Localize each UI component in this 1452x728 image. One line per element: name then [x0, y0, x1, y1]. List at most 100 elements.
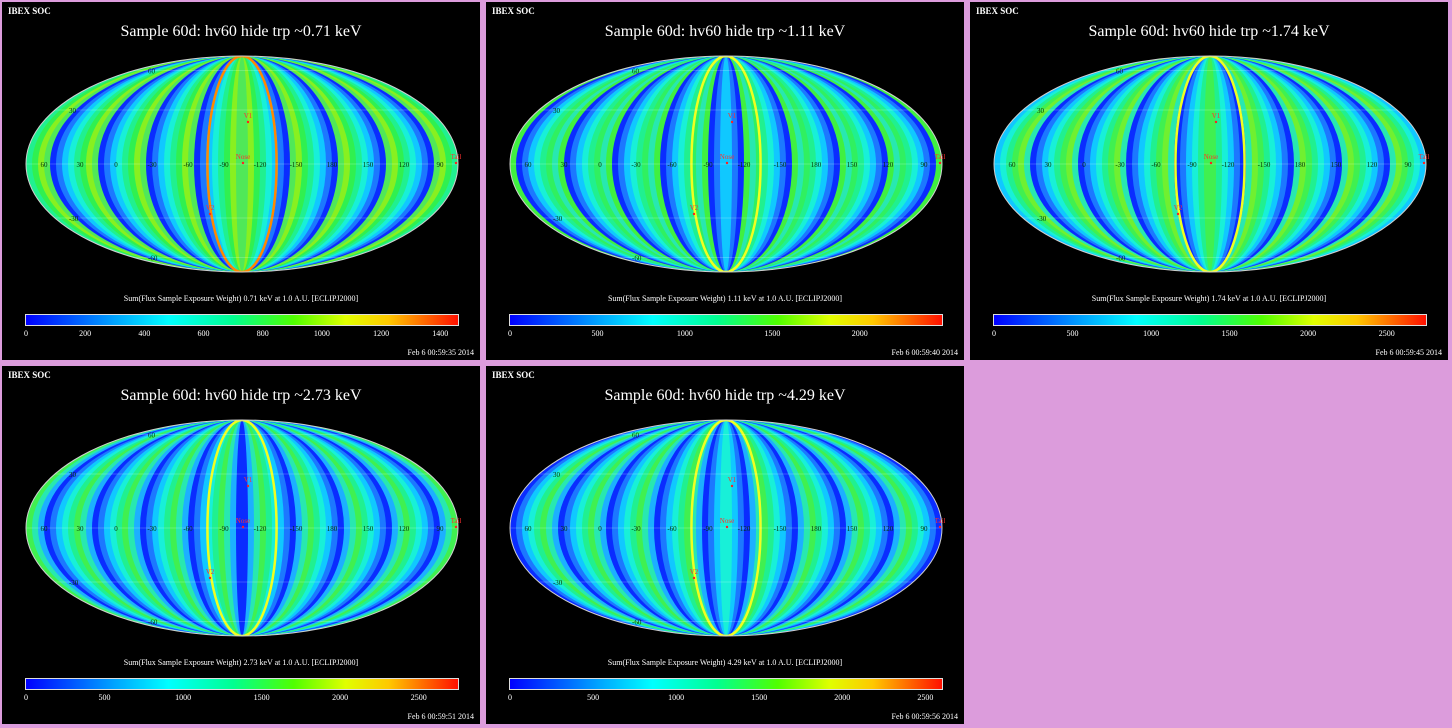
colorbar-tick-label: 500 [98, 693, 111, 702]
tail-marker-label: Tail [451, 153, 462, 161]
nose-marker-label: Nose [236, 517, 250, 525]
colorbar-tick-label: 0 [992, 329, 996, 338]
lat-tick-label: 30 [1037, 107, 1045, 115]
ibex-soc-label: IBEX SOC [492, 6, 535, 16]
panel-title: Sample 60d: hv60 hide trp ~4.29 keV [604, 387, 846, 404]
lon-tick-label: 90 [1405, 161, 1413, 169]
mollweide-sky-map: 60 30 0 -30 -60 -90 -120 -150 180 150 120 90 60 30 -30… [509, 419, 945, 637]
timestamp: Feb 6 00:59:56 2014 [891, 712, 958, 721]
tail-marker-label: Tail [1419, 153, 1430, 161]
sky-map-panel-4: IBEX SOC Sample 60d: hv60 hide trp ~2.73… [2, 366, 480, 724]
lat-tick-label: -60 [632, 619, 642, 627]
lon-tick-label: -60 [667, 525, 677, 533]
colorbar-tick-label: 1200 [373, 329, 390, 338]
lon-tick-label: 120 [883, 161, 894, 169]
lon-tick-label: 90 [921, 161, 929, 169]
colorbar-ticks: 0 200 400 600 800 1000 1200 1400 [24, 329, 458, 341]
ibex-soc-label: IBEX SOC [8, 6, 51, 16]
lon-tick-label: 60 [1009, 161, 1017, 169]
lon-tick-label: 180 [811, 161, 822, 169]
colorbar-tick-label: 2500 [1378, 329, 1395, 338]
lat-tick-label: 60 [632, 431, 640, 439]
colorbar-tick-label: 1000 [668, 693, 685, 702]
colorbar-tick-label: 400 [138, 329, 151, 338]
lon-tick-label: 30 [561, 161, 569, 169]
lat-tick-label: 30 [553, 107, 561, 115]
lon-tick-label: 120 [399, 525, 410, 533]
v2-marker-label: V2 [690, 568, 699, 576]
lon-tick-label: 150 [363, 161, 374, 169]
colorbar [25, 314, 459, 326]
lon-tick-label: 90 [921, 525, 929, 533]
colorbar [509, 314, 943, 326]
colorbar-tick-label: 1400 [432, 329, 449, 338]
lat-tick-label: -30 [553, 579, 563, 587]
colorbar-ticks: 0 500 1000 1500 2000 2500 [992, 329, 1426, 341]
lon-tick-label: 30 [77, 525, 85, 533]
lon-tick-label: -60 [183, 525, 193, 533]
lon-tick-label: 120 [1367, 161, 1378, 169]
sky-map-panel-3: IBEX SOC Sample 60d: hv60 hide trp ~1.74… [970, 2, 1448, 360]
lat-tick-label: -60 [632, 255, 642, 263]
lon-tick-label: 150 [847, 161, 858, 169]
colorbar-ticks: 0 500 1000 1500 2000 2500 [24, 693, 458, 705]
lon-tick-label: 0 [598, 525, 602, 533]
tail-marker-label: Tail [451, 517, 462, 525]
lon-tick-label: -30 [631, 525, 641, 533]
lon-tick-label: 60 [525, 525, 533, 533]
timestamp: Feb 6 00:59:40 2014 [891, 348, 958, 357]
mollweide-sky-map: 60 30 0 -30 -60 -90 -120 -150 180 150 120 90 60 30 -30… [25, 55, 462, 273]
sky-map-panel-5: IBEX SOC Sample 60d: hv60 hide trp ~4.29… [486, 366, 964, 724]
v2-marker-label: V2 [690, 204, 699, 212]
lon-tick-label: 30 [561, 525, 569, 533]
colorbar-tick-label: 0 [508, 329, 512, 338]
lon-tick-label: -30 [147, 525, 157, 533]
colorbar [509, 678, 943, 690]
lon-tick-label: 180 [327, 161, 338, 169]
lon-tick-label: 150 [1331, 161, 1342, 169]
panel-title: Sample 60d: hv60 hide trp ~1.74 keV [1088, 23, 1330, 40]
colorbar-tick-label: 200 [79, 329, 92, 338]
colorbar-tick-label: 500 [587, 693, 600, 702]
colorbar-tick-label: 2000 [851, 329, 868, 338]
lon-tick-label: -90 [703, 161, 713, 169]
sky-band [236, 56, 248, 272]
v1-marker-label: V1 [244, 112, 253, 120]
colorbar-caption: Sum(Flux Sample Exposure Weight) 4.29 ke… [607, 658, 843, 667]
lat-tick-label: -60 [148, 255, 158, 263]
timestamp: Feb 6 00:59:45 2014 [1375, 348, 1442, 357]
lon-tick-label: 180 [327, 525, 338, 533]
mollweide-sky-map: 60 30 0 -30 -60 -90 -120 -150 180 150 120 90 60 30 -30… [993, 55, 1430, 273]
colorbar-tick-label: 0 [24, 329, 28, 338]
lat-tick-label: 60 [148, 67, 156, 75]
colorbar-caption: Sum(Flux Sample Exposure Weight) 1.74 ke… [1091, 294, 1327, 303]
lon-tick-label: 60 [525, 161, 533, 169]
v2-marker-label: V2 [206, 568, 215, 576]
colorbar-tick-label: 2000 [332, 693, 349, 702]
colorbar-tick-label: 1500 [253, 693, 270, 702]
sky-band [1204, 56, 1216, 272]
empty-slot [970, 366, 1448, 724]
sky-map-panel-2: IBEX SOC Sample 60d: hv60 hide trp ~1.11… [486, 2, 964, 360]
timestamp: Feb 6 00:59:35 2014 [407, 348, 474, 357]
colorbar-tick-label: 2500 [917, 693, 934, 702]
lat-tick-label: 60 [148, 431, 156, 439]
colorbar [993, 314, 1427, 326]
lat-tick-label: 30 [69, 107, 77, 115]
lon-tick-label: 90 [437, 161, 445, 169]
lon-tick-label: 0 [598, 161, 602, 169]
mollweide-sky-map: 60 30 0 -30 -60 -90 -120 -150 180 150 120 90 60 30 -30… [25, 419, 462, 637]
lon-tick-label: -90 [219, 161, 229, 169]
colorbar [25, 678, 459, 690]
nose-marker-label: Nose [720, 517, 734, 525]
colorbar-ticks: 0 500 1000 1500 2000 [508, 329, 942, 341]
lon-tick-label: -60 [667, 161, 677, 169]
lat-tick-label: -30 [69, 579, 79, 587]
lat-tick-label: -30 [1037, 215, 1047, 223]
lon-tick-label: -60 [1151, 161, 1161, 169]
lon-tick-label: 0 [114, 525, 118, 533]
lon-tick-label: 30 [1045, 161, 1053, 169]
panel-title: Sample 60d: hv60 hide trp ~0.71 keV [120, 23, 362, 40]
lon-tick-label: -30 [1115, 161, 1125, 169]
colorbar-tick-label: 2500 [410, 693, 427, 702]
